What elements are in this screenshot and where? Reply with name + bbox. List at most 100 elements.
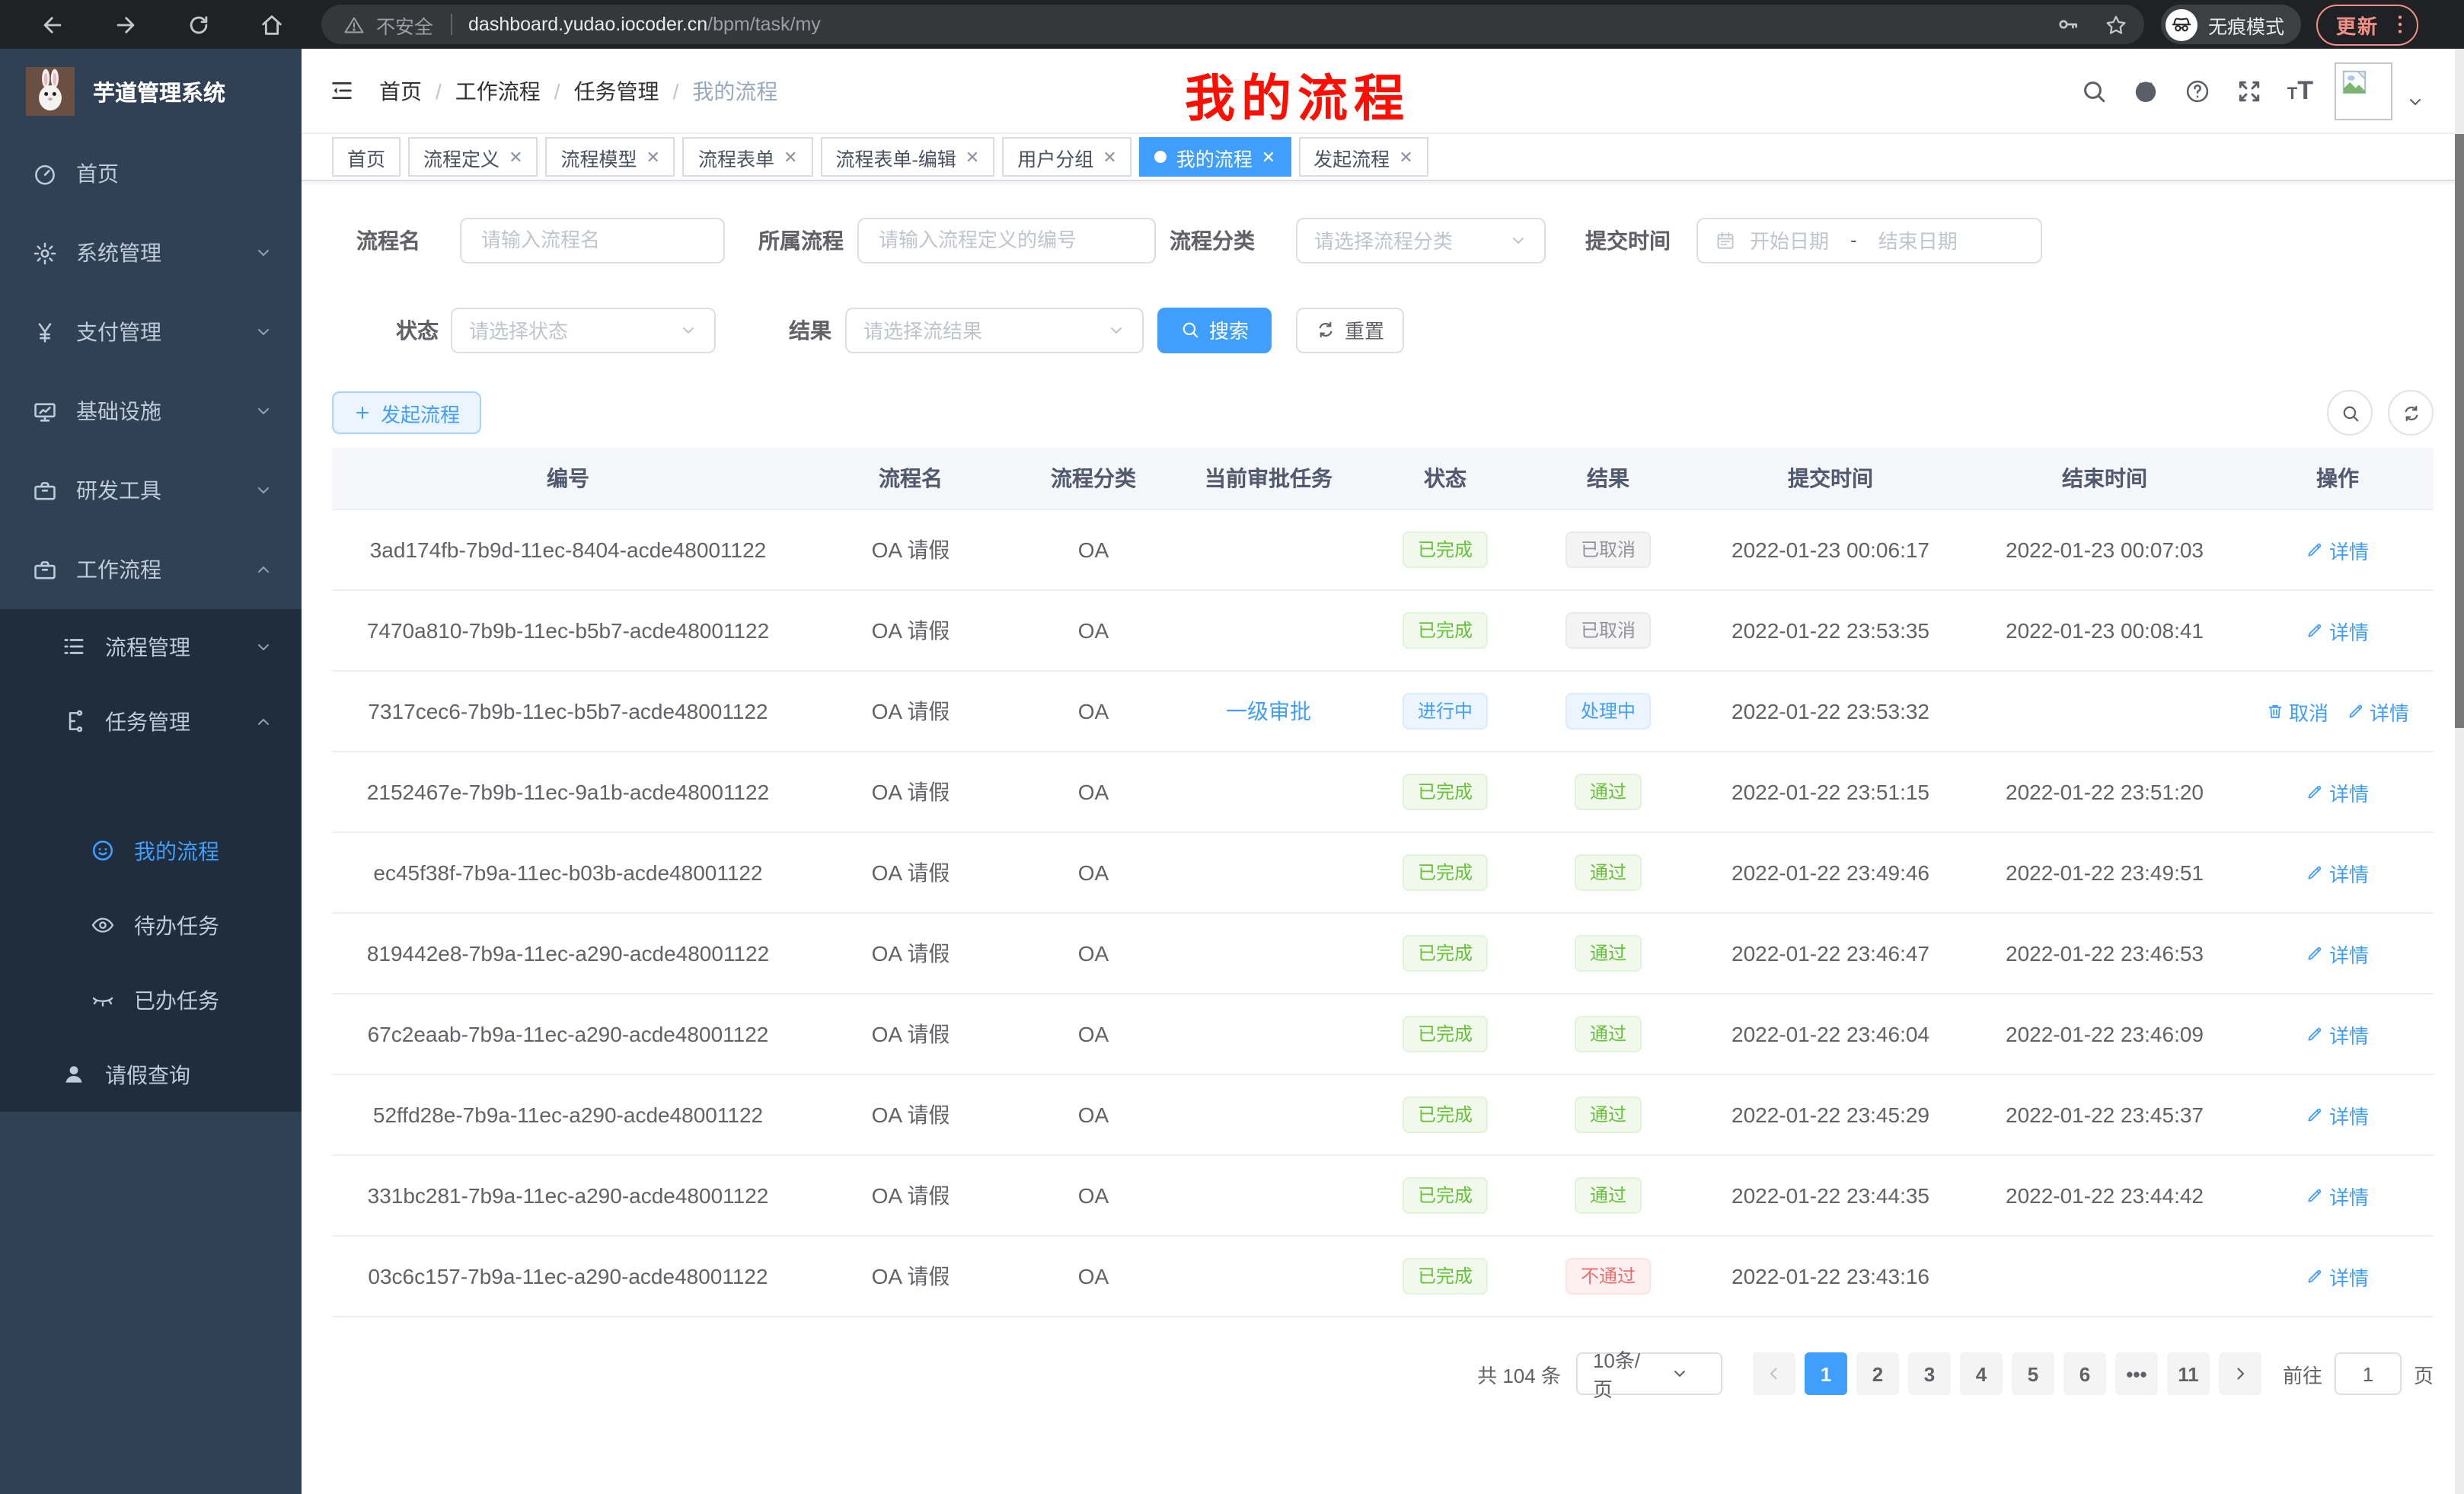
tab-close-icon[interactable]: ✕: [1399, 148, 1413, 167]
password-key-icon[interactable]: [2056, 12, 2080, 37]
cell-actions: 详情: [2242, 913, 2434, 994]
tab-close-icon[interactable]: ✕: [509, 148, 523, 167]
app-logo-row[interactable]: 芋道管理系统: [0, 49, 302, 134]
action-detail-link[interactable]: 详情: [2306, 1181, 2369, 1210]
address-bar[interactable]: 不安全 dashboard.yudao.iocoder.cn/bpm/task/…: [321, 5, 2144, 44]
browser-menu-dots-icon[interactable]: [2388, 12, 2412, 37]
avatar-caret-down-icon[interactable]: [2406, 92, 2424, 110]
reset-button[interactable]: 重置: [1296, 307, 1405, 353]
table-row: 331bc281-7b9a-11ec-a290-acde48001122 OA 请…: [332, 1155, 2434, 1237]
cell-status: 已完成: [1368, 590, 1523, 672]
tab-流程表单[interactable]: 流程表单 ✕: [682, 137, 813, 177]
action-detail-link[interactable]: 详情: [2306, 1262, 2369, 1291]
prev-page-button[interactable]: [1752, 1352, 1795, 1395]
tab-close-icon[interactable]: ✕: [1261, 148, 1276, 167]
page-button-1[interactable]: 1: [1804, 1352, 1847, 1395]
browser-home-icon[interactable]: [259, 11, 285, 37]
start-date-placeholder[interactable]: 开始日期: [1750, 230, 1830, 253]
bookmark-star-icon[interactable]: [2103, 11, 2129, 37]
cell-actions: 取消 详情: [2242, 671, 2434, 752]
refresh-table-button[interactable]: [2388, 390, 2434, 436]
sidebar-item-todo-tasks[interactable]: 待办任务: [0, 888, 302, 962]
sidebar-item-process-mgmt[interactable]: 流程管理: [0, 609, 302, 684]
tab-首页[interactable]: 首页: [332, 137, 401, 177]
action-detail-link[interactable]: 详情: [2306, 1020, 2369, 1049]
tab-我的流程[interactable]: 我的流程 ✕: [1139, 137, 1291, 177]
not-secure-warning-icon[interactable]: [343, 13, 365, 36]
next-page-button[interactable]: [2218, 1352, 2261, 1395]
tab-用户分组[interactable]: 用户分组 ✕: [1002, 137, 1132, 177]
goto-suffix-label: 页: [2413, 1364, 2434, 1387]
result-select[interactable]: 请选择流结果: [845, 307, 1144, 353]
page-scrollbar-thumb[interactable]: [2455, 134, 2464, 728]
process-name-input[interactable]: [460, 217, 725, 263]
action-detail-link[interactable]: 详情: [2306, 858, 2369, 887]
category-select[interactable]: 请选择流程分类: [1296, 217, 1546, 263]
filter-category-label: 流程分类: [1170, 228, 1255, 252]
sidebar-item-system[interactable]: 系统管理: [0, 213, 302, 292]
breadcrumb-item[interactable]: 工作流程: [455, 78, 541, 103]
tab-close-icon[interactable]: ✕: [965, 148, 980, 167]
process-table: 编号 流程名 流程分类 当前审批任务 状态 结果 提交时间 结束时间 操作 3ad174fb-7…: [332, 448, 2434, 1317]
goto-page-input[interactable]: [2334, 1352, 2402, 1395]
sidebar-item-infrastructure[interactable]: 基础设施: [0, 372, 302, 451]
tab-close-icon[interactable]: ✕: [784, 148, 798, 167]
browser-forward-icon[interactable]: [113, 11, 139, 37]
sidebar-item-home[interactable]: 首页: [0, 134, 302, 213]
show-search-toggle-button[interactable]: [2327, 390, 2373, 436]
submit-time-daterange[interactable]: 开始日期 - 结束日期: [1696, 217, 2042, 263]
end-date-placeholder[interactable]: 结束日期: [1878, 230, 1958, 253]
tab-发起流程[interactable]: 发起流程 ✕: [1298, 137, 1428, 177]
tab-流程定义[interactable]: 流程定义 ✕: [408, 137, 538, 177]
not-secure-label[interactable]: 不安全: [376, 16, 434, 37]
chevron-right-icon: [2231, 1365, 2249, 1383]
table-toolbar: 发起流程: [332, 390, 2434, 436]
help-icon[interactable]: [2184, 77, 2211, 104]
start-process-button[interactable]: 发起流程: [332, 391, 482, 434]
page-button-2[interactable]: 2: [1856, 1352, 1899, 1395]
tab-流程模型[interactable]: 流程模型 ✕: [545, 137, 675, 177]
page-button-6[interactable]: 6: [2063, 1352, 2106, 1395]
breadcrumb-item[interactable]: 首页: [379, 78, 422, 103]
search-button[interactable]: 搜索: [1157, 307, 1272, 353]
action-detail-link[interactable]: 详情: [2306, 616, 2369, 645]
tab-流程表单-编辑[interactable]: 流程表单-编辑 ✕: [820, 137, 995, 177]
current-task-link[interactable]: 一级审批: [1226, 699, 1311, 723]
page-button-5[interactable]: 5: [2011, 1352, 2054, 1395]
sidebar-item-leave-query[interactable]: 请假查询: [0, 1037, 302, 1112]
action-detail-link[interactable]: 详情: [2347, 697, 2409, 726]
sidebar-item-devtools[interactable]: 研发工具: [0, 451, 302, 530]
chrome-update-button[interactable]: 更新: [2316, 4, 2419, 45]
page-button-3[interactable]: 3: [1907, 1352, 1951, 1395]
page-button-4[interactable]: 4: [1959, 1352, 2003, 1395]
search-icon[interactable]: [2080, 77, 2108, 104]
cell-category: OA: [1017, 671, 1170, 752]
avatar[interactable]: [2335, 62, 2392, 120]
page-button-•••[interactable]: •••: [2115, 1352, 2158, 1395]
sidebar-item-payment[interactable]: 支付管理: [0, 292, 302, 372]
breadcrumb-item[interactable]: 任务管理: [573, 78, 659, 103]
action-detail-link[interactable]: 详情: [2306, 1100, 2369, 1129]
sidebar-item-done-tasks[interactable]: 已办任务: [0, 962, 302, 1037]
action-detail-link[interactable]: 详情: [2306, 535, 2369, 564]
action-cancel-link[interactable]: 取消: [2266, 697, 2328, 726]
sidebar-fold-icon[interactable]: [329, 78, 355, 104]
cell-process-name: OA 请假: [804, 1236, 1017, 1317]
process-id-input[interactable]: [857, 217, 1156, 263]
page-button-11[interactable]: 11: [2166, 1352, 2210, 1395]
sidebar-item-my-process[interactable]: 我的流程: [0, 813, 302, 888]
tab-close-icon[interactable]: ✕: [1103, 148, 1117, 167]
github-icon[interactable]: [2132, 77, 2159, 104]
action-detail-link[interactable]: 详情: [2306, 939, 2369, 968]
status-select[interactable]: 请选择状态: [451, 307, 716, 353]
browser-reload-icon[interactable]: [186, 11, 212, 37]
action-detail-link[interactable]: 详情: [2306, 777, 2369, 806]
result-badge: 通过: [1574, 774, 1642, 810]
tab-close-icon[interactable]: ✕: [646, 148, 660, 167]
page-size-select[interactable]: 10条/页: [1575, 1349, 1722, 1401]
fullscreen-icon[interactable]: [2236, 77, 2263, 104]
sidebar-item-task-mgmt[interactable]: 任务管理: [0, 684, 302, 758]
sidebar-item-workflow[interactable]: 工作流程: [0, 530, 302, 609]
browser-back-icon[interactable]: [40, 11, 65, 37]
